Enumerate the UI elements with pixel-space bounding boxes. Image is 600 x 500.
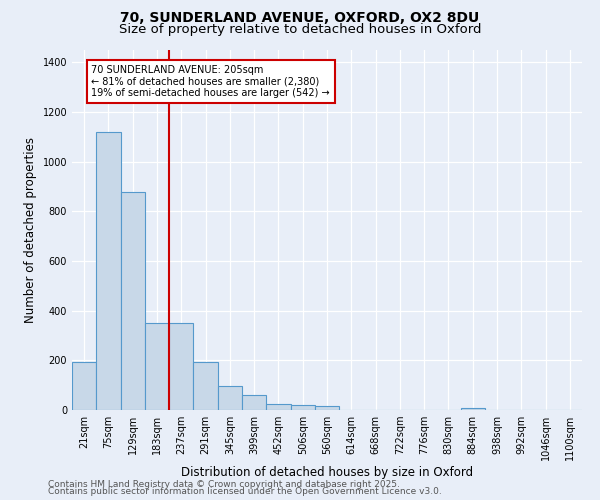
Y-axis label: Number of detached properties: Number of detached properties bbox=[24, 137, 37, 323]
Bar bbox=[315, 406, 339, 410]
Bar bbox=[169, 323, 193, 410]
Bar bbox=[290, 405, 315, 410]
Text: 70 SUNDERLAND AVENUE: 205sqm
← 81% of detached houses are smaller (2,380)
19% of: 70 SUNDERLAND AVENUE: 205sqm ← 81% of de… bbox=[91, 65, 330, 98]
Text: Size of property relative to detached houses in Oxford: Size of property relative to detached ho… bbox=[119, 22, 481, 36]
Bar bbox=[242, 395, 266, 410]
Text: 70, SUNDERLAND AVENUE, OXFORD, OX2 8DU: 70, SUNDERLAND AVENUE, OXFORD, OX2 8DU bbox=[121, 11, 479, 25]
Bar bbox=[266, 404, 290, 410]
Bar bbox=[96, 132, 121, 410]
Bar bbox=[121, 192, 145, 410]
Bar bbox=[72, 362, 96, 410]
Bar bbox=[218, 386, 242, 410]
X-axis label: Distribution of detached houses by size in Oxford: Distribution of detached houses by size … bbox=[181, 466, 473, 478]
Bar bbox=[193, 362, 218, 410]
Text: Contains public sector information licensed under the Open Government Licence v3: Contains public sector information licen… bbox=[48, 488, 442, 496]
Bar bbox=[145, 323, 169, 410]
Bar bbox=[461, 408, 485, 410]
Text: Contains HM Land Registry data © Crown copyright and database right 2025.: Contains HM Land Registry data © Crown c… bbox=[48, 480, 400, 489]
